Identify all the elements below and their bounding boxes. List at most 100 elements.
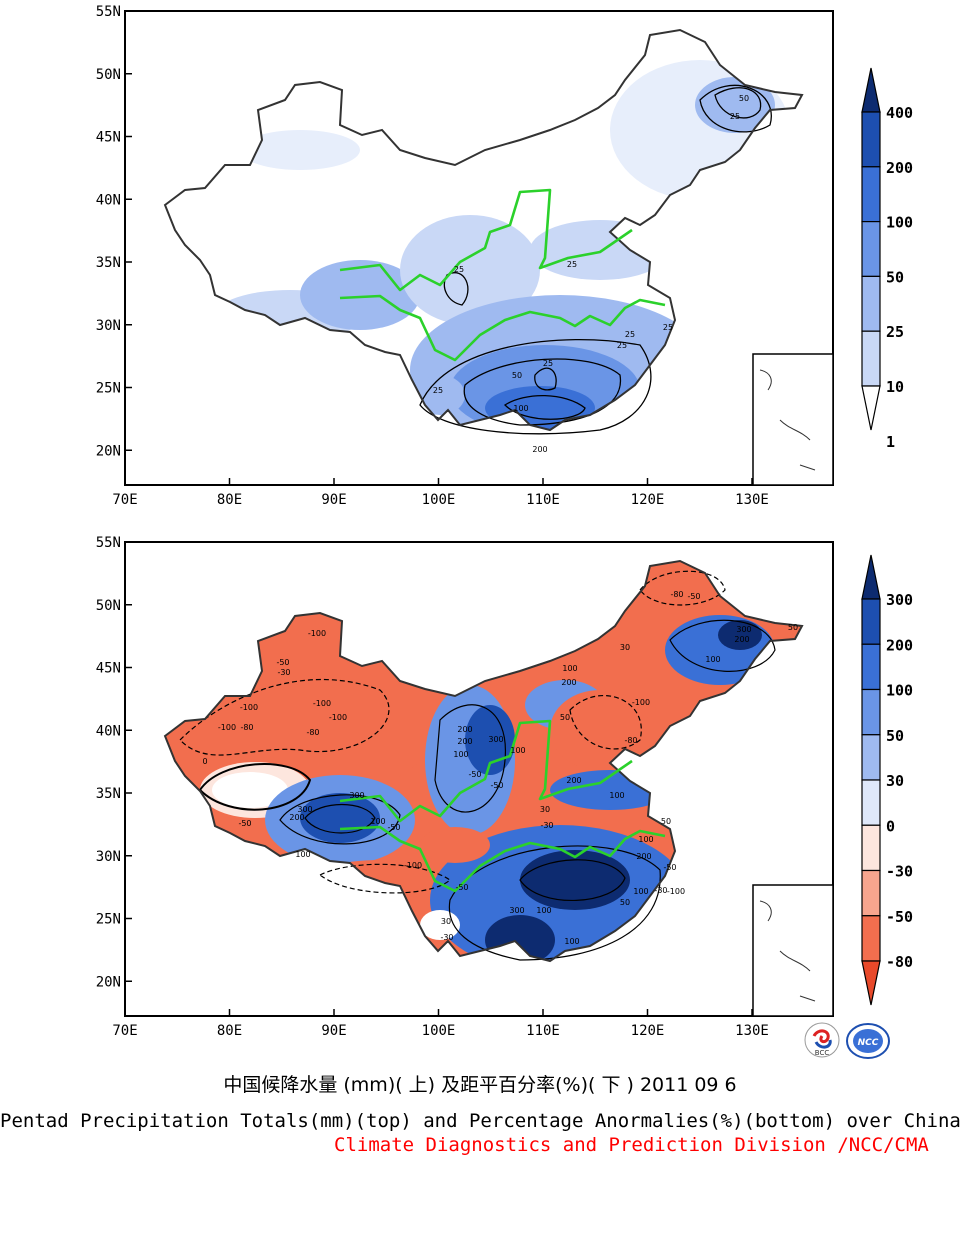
rivers bbox=[339, 188, 666, 362]
yellow-river bbox=[339, 719, 633, 823]
contour-label: 300 bbox=[297, 805, 312, 814]
dry-sichuan bbox=[420, 827, 490, 863]
contour-25-central bbox=[443, 272, 469, 306]
contour-label: -100 bbox=[313, 699, 331, 708]
lon-label: 90E bbox=[321, 492, 346, 508]
lon-label: 120E bbox=[631, 1023, 665, 1039]
wet-ne-core bbox=[718, 620, 762, 650]
contour-label: 100 bbox=[562, 664, 577, 673]
contour-label: -30 bbox=[440, 933, 453, 942]
bcc-logo-text: BCC bbox=[815, 1049, 830, 1057]
contour-label: 50 bbox=[661, 817, 671, 826]
contour-label: -100 bbox=[667, 887, 685, 896]
lat-label: 40N bbox=[96, 723, 121, 739]
contour-label: 25 bbox=[543, 359, 553, 368]
contour-dry-north-dash bbox=[569, 694, 642, 750]
colorbar-label: 0 bbox=[886, 817, 895, 835]
lon-label: 110E bbox=[526, 492, 560, 508]
contour-label: -50 bbox=[455, 883, 468, 892]
contour-label: -50 bbox=[276, 658, 289, 667]
contour-label: 300 bbox=[349, 791, 364, 800]
contour-25-south bbox=[419, 338, 652, 435]
colorbar-label: -30 bbox=[886, 863, 913, 881]
ncc-logo: NCC bbox=[846, 1023, 890, 1059]
contour-25-inner-loop bbox=[534, 367, 557, 391]
precipitation-shading bbox=[165, 30, 802, 430]
colorbar-label: 30 bbox=[886, 772, 904, 790]
contour-label: 50 bbox=[560, 713, 570, 722]
colorbar-top-arrow bbox=[861, 67, 881, 113]
contour-label: 100 bbox=[453, 750, 468, 759]
contour-label: -100 bbox=[632, 698, 650, 707]
lat-label: 35N bbox=[96, 786, 121, 802]
colorbar-swatch bbox=[861, 275, 881, 332]
contour-label: 25 bbox=[617, 341, 627, 350]
lat-label: 45N bbox=[96, 661, 121, 677]
contour-label: 200 bbox=[457, 725, 472, 734]
colorbar-label: 25 bbox=[886, 323, 904, 341]
lat-label: 40N bbox=[96, 192, 121, 208]
shade-northwest bbox=[240, 130, 360, 170]
contour-label: -80 bbox=[624, 736, 637, 745]
contour-label: -50 bbox=[687, 592, 700, 601]
contour-label: -50 bbox=[468, 770, 481, 779]
colorbar-label: 1 bbox=[886, 433, 895, 451]
contour-label: 100 bbox=[564, 937, 579, 946]
contour-label: 200 bbox=[532, 445, 547, 454]
contour-label: -50 bbox=[238, 819, 251, 828]
axes-labels: 55N 50N 45N 40N 35N 30N 25N 20N 70E 80E 90E 100E 110… bbox=[96, 535, 769, 1039]
lat-label: 35N bbox=[96, 255, 121, 271]
contour-label: 300 bbox=[488, 735, 503, 744]
contour-label: 200 bbox=[561, 678, 576, 687]
contour-label: 25 bbox=[625, 330, 635, 339]
contour-label: 30 bbox=[540, 805, 550, 814]
contour-label: 200 bbox=[289, 813, 304, 822]
colorbar-swatch bbox=[861, 643, 881, 691]
colorbar-swatch bbox=[861, 869, 881, 917]
contour-dry-ne-dash bbox=[639, 570, 726, 606]
lat-label: 20N bbox=[96, 443, 121, 459]
contour-label: 100 bbox=[510, 746, 525, 755]
lon-label: 70E bbox=[112, 1023, 137, 1039]
colorbar-label: 50 bbox=[886, 727, 904, 745]
contour-label: -100 bbox=[308, 629, 326, 638]
colorbar-label: -50 bbox=[886, 908, 913, 926]
english-caption: Pentad Precipitation Totals(mm)(top) and… bbox=[0, 1110, 960, 1132]
lon-label: 130E bbox=[735, 1023, 769, 1039]
chinese-caption: 中国候降水量 (mm)( 上) 及距平百分率(%)( 下 ) 2011 09 6 bbox=[223, 1074, 737, 1096]
contour-label: 30 bbox=[620, 643, 630, 652]
contour-label: -30 bbox=[540, 821, 553, 830]
yangtze-river bbox=[339, 294, 666, 362]
colorbar-swatch bbox=[861, 111, 881, 168]
contour-label: 25 bbox=[567, 260, 577, 269]
contour-100-south bbox=[503, 394, 586, 420]
contour-label: 200 bbox=[636, 852, 651, 861]
contour-label: -30 bbox=[277, 668, 290, 677]
axes-labels: 55N 50N 45N 40N 35N 30N 25N 20N 70E 80E 90E 100E 110… bbox=[96, 4, 769, 508]
inset-frame bbox=[752, 353, 834, 486]
contour-25-ne bbox=[699, 84, 772, 133]
contour-label: 100 bbox=[633, 887, 648, 896]
near-normal-tarim-inner bbox=[212, 772, 288, 808]
lon-label: 110E bbox=[526, 1023, 560, 1039]
precipitation-totals-map: 400 200 100 50 25 10 1 55N 50N 45N 40N 35N 30N 25N 20… bbox=[96, 4, 913, 508]
lat-label: 25N bbox=[96, 381, 121, 397]
colorbar-top-arrow bbox=[861, 554, 881, 600]
contour-label: 100 bbox=[609, 791, 624, 800]
lat-label: 45N bbox=[96, 130, 121, 146]
inset-coastline bbox=[759, 369, 816, 471]
contour-south bbox=[448, 845, 661, 961]
contour-zero-tarim bbox=[198, 763, 312, 811]
colorbar-label: 50 bbox=[886, 268, 904, 286]
lat-label: 50N bbox=[96, 67, 121, 83]
contour-tibet-inner bbox=[304, 803, 376, 834]
colorbar-swatch bbox=[861, 330, 881, 387]
inset-frame bbox=[752, 884, 834, 1017]
ncc-logo-globe bbox=[853, 1029, 883, 1053]
contour-value-labels: 50 25 25 25 25 25 25 50 100 200 25 25 bbox=[433, 94, 749, 454]
lat-label: 20N bbox=[96, 974, 121, 990]
credit-line: Climate Diagnostics and Prediction Divis… bbox=[334, 1134, 929, 1156]
contour-label: 100 bbox=[513, 404, 528, 413]
